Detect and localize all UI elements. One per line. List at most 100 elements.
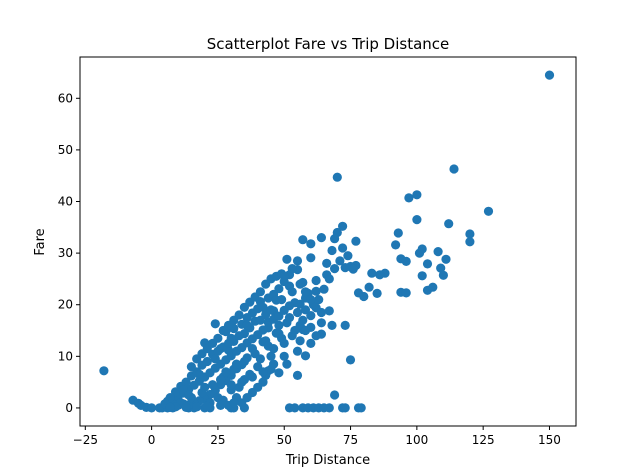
data-point: [298, 315, 308, 325]
data-point: [242, 393, 252, 403]
data-point: [316, 233, 326, 243]
data-point: [300, 351, 311, 361]
data-point: [436, 263, 446, 273]
data-point: [221, 367, 231, 377]
data-point: [279, 271, 289, 281]
data-point: [282, 359, 292, 369]
data-point: [306, 253, 316, 263]
data-point: [428, 282, 438, 292]
x-tick-label: 100: [405, 433, 428, 447]
y-tick-label: 30: [58, 246, 73, 260]
data-point: [181, 402, 191, 412]
data-point: [216, 375, 226, 385]
data-point: [391, 240, 401, 250]
data-point: [322, 258, 332, 268]
x-tick-label: 150: [538, 433, 561, 447]
data-point: [330, 390, 340, 400]
data-point: [316, 307, 326, 318]
y-tick-label: 50: [58, 143, 73, 157]
data-point: [306, 338, 316, 348]
y-tick-label: 10: [58, 349, 73, 363]
data-point: [287, 264, 297, 274]
data-point: [345, 355, 356, 365]
data-point: [438, 270, 448, 280]
data-point: [274, 320, 284, 330]
x-tick-label: 50: [277, 433, 292, 447]
data-point: [414, 248, 425, 258]
x-tick-label: 75: [343, 433, 358, 447]
data-point: [253, 382, 263, 392]
x-axis-label: Trip Distance: [285, 453, 370, 468]
y-tick-label: 20: [58, 298, 73, 312]
data-point: [210, 354, 220, 364]
data-point: [298, 235, 308, 245]
x-tick-label: 25: [210, 433, 225, 447]
data-point: [330, 234, 340, 244]
data-point: [324, 306, 334, 316]
data-point: [393, 228, 403, 238]
data-point: [274, 368, 284, 378]
data-point: [412, 190, 422, 200]
data-point: [186, 362, 196, 372]
data-point: [351, 236, 361, 246]
data-point: [311, 331, 321, 341]
y-axis-ticks: 0 10 20 30 40 50 60: [58, 91, 80, 415]
data-point: [314, 295, 324, 305]
plot-frame: [79, 56, 577, 427]
data-point: [340, 263, 350, 273]
data-point: [277, 295, 287, 305]
data-point: [348, 264, 358, 274]
data-point: [306, 295, 316, 305]
chart-title: Scatterplot Fare vs Trip Distance: [207, 35, 450, 53]
data-point: [295, 279, 305, 289]
data-point: [340, 403, 350, 413]
data-point: [226, 380, 236, 390]
data-point: [311, 286, 321, 296]
data-point: [465, 229, 475, 239]
data-point: [367, 268, 377, 278]
data-point: [401, 288, 411, 298]
x-axis-ticks: −25 0 25 50 75 100 125 150: [73, 426, 561, 447]
data-point: [266, 351, 276, 361]
x-tick-label: −25: [73, 433, 98, 447]
data-point: [274, 284, 284, 294]
data-point: [165, 402, 175, 412]
data-point: [237, 377, 247, 387]
data-point: [417, 271, 427, 281]
data-point: [544, 70, 555, 80]
data-point: [255, 315, 265, 325]
data-point: [202, 401, 212, 411]
data-point: [194, 369, 204, 379]
data-point: [99, 366, 109, 376]
x-tick-label: 0: [148, 433, 156, 447]
data-point: [181, 377, 191, 387]
data-point: [292, 307, 303, 318]
data-point: [338, 243, 348, 253]
y-tick-label: 60: [58, 91, 73, 105]
data-point: [338, 221, 348, 231]
data-point: [422, 259, 433, 269]
data-point: [263, 341, 273, 351]
data-point: [372, 288, 382, 298]
data-point: [255, 287, 265, 297]
data-point: [147, 403, 157, 413]
data-point: [269, 359, 279, 369]
data-point: [226, 333, 236, 343]
data-point: [242, 320, 252, 330]
data-point: [266, 305, 276, 315]
data-point: [465, 237, 475, 247]
data-point: [311, 275, 321, 286]
data-point: [200, 382, 210, 392]
data-point: [292, 370, 303, 380]
data-point: [335, 256, 345, 266]
data-point: [444, 219, 454, 229]
data-point: [231, 359, 242, 369]
data-point: [192, 402, 202, 412]
data-point: [306, 239, 316, 249]
data-point: [401, 256, 411, 266]
data-points: [99, 70, 555, 413]
data-point: [234, 310, 244, 320]
x-tick-label: 125: [472, 433, 495, 447]
data-point: [404, 193, 414, 203]
